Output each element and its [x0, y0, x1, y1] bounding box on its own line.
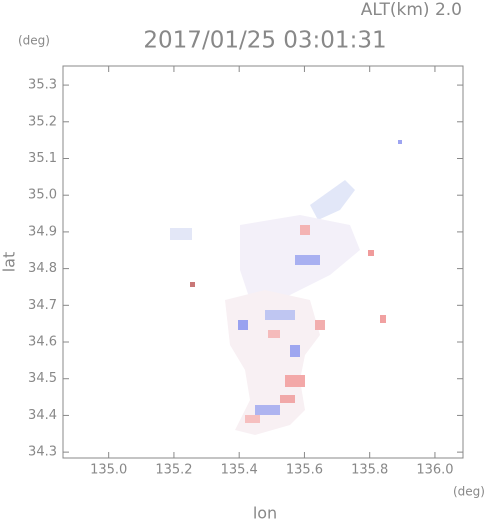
x-tick-label: 135.6 [286, 463, 323, 478]
y-tick-label: 35.0 [28, 188, 57, 203]
y-tick-label: 34.8 [28, 261, 57, 276]
y-tick-label: 35.3 [28, 78, 57, 93]
y-tick-label: 34.7 [28, 298, 57, 313]
y-axis-label: lat [0, 252, 19, 273]
y-tick-label: 35.2 [28, 114, 57, 129]
plot-frame [62, 65, 464, 459]
x-tick-label: 135.2 [155, 463, 192, 478]
x-unit: (deg) [453, 485, 485, 499]
radar-field [170, 140, 402, 435]
y-tick-label: 34.6 [28, 335, 57, 350]
altitude-label: ALT(km) 2.0 [361, 0, 462, 20]
x-tick-label: 135.8 [351, 463, 388, 478]
y-tick-label: 34.9 [28, 224, 57, 239]
y-tick-label: 35.1 [28, 151, 57, 166]
x-tick-label: 135.0 [90, 463, 127, 478]
y-tick-label: 34.5 [28, 371, 57, 386]
y-unit: (deg) [18, 34, 50, 48]
chart-title: 2017/01/25 03:01:31 [143, 28, 386, 54]
x-axis-label: lon [253, 504, 277, 521]
x-tick-label: 136.0 [416, 463, 453, 478]
y-tick-label: 34.4 [28, 408, 57, 423]
y-tick-label: 34.3 [28, 445, 57, 460]
x-tick-label: 135.4 [221, 463, 258, 478]
